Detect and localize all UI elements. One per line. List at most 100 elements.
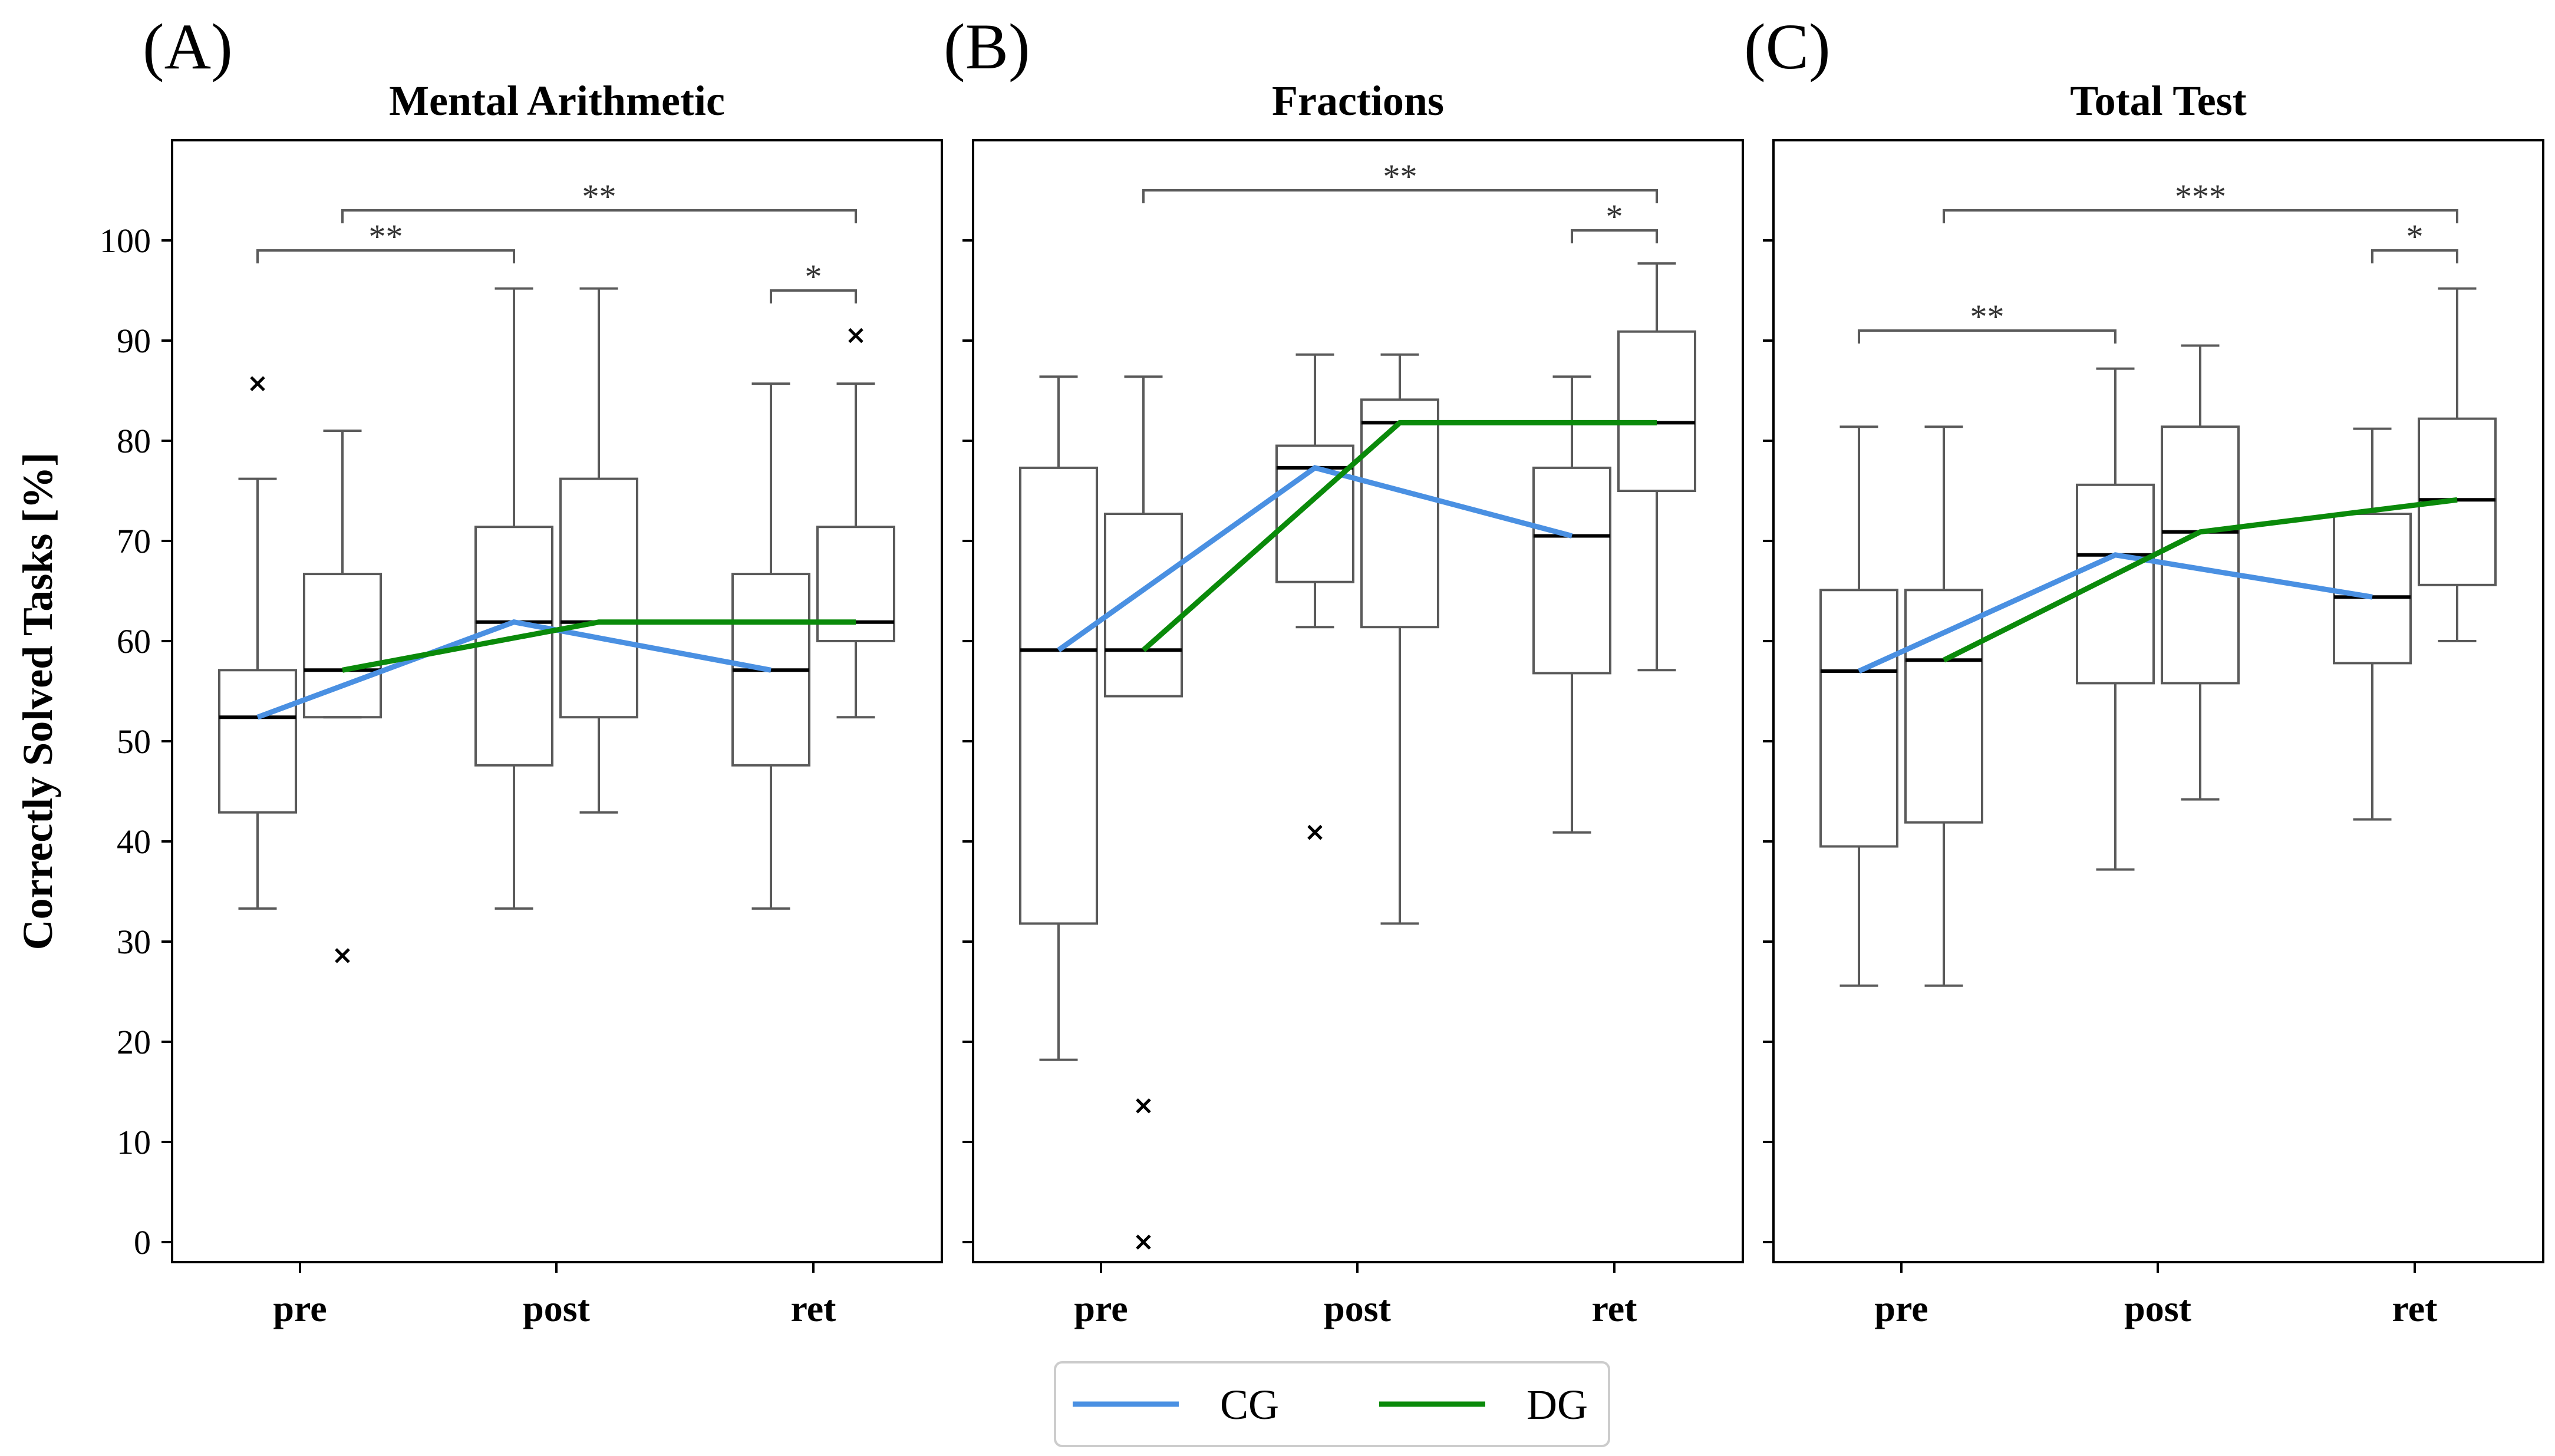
median-trend-CG xyxy=(256,619,772,720)
legend-label: DG xyxy=(1527,1381,1588,1428)
bracket-line xyxy=(1142,189,1658,203)
box-body xyxy=(2161,425,2240,685)
panel-title: Mental Arithmetic xyxy=(389,77,725,124)
box-body xyxy=(1019,466,1098,925)
y-tick-label: 30 xyxy=(117,923,151,961)
y-tick-label: 100 xyxy=(100,222,151,260)
significance-bracket: *** xyxy=(1943,177,2458,223)
significance-bracket: ** xyxy=(256,217,515,263)
y-tick-label: 70 xyxy=(117,522,151,560)
x-tick-label-pre: pre xyxy=(273,1287,327,1329)
box-CG-pre xyxy=(218,376,297,910)
box-body xyxy=(816,526,895,643)
x-tick-label-pre: pre xyxy=(1074,1287,1128,1329)
x-tick-label-post: post xyxy=(523,1287,591,1329)
box-DG-post xyxy=(2161,344,2240,801)
box-body xyxy=(2076,483,2155,685)
flier-stroke xyxy=(250,376,265,391)
flier-stroke xyxy=(335,948,350,963)
panel-frame xyxy=(972,139,1744,1263)
box-body xyxy=(218,669,297,814)
median-trend-DG xyxy=(1942,497,2458,663)
significance-label: * xyxy=(1606,197,1623,236)
box-body xyxy=(1617,330,1696,492)
flier-marker xyxy=(335,948,350,963)
box-body xyxy=(2418,417,2497,586)
legend-entry-DG: DG xyxy=(1379,1381,1588,1428)
flier-stroke xyxy=(1136,1098,1151,1114)
bracket-line xyxy=(2371,249,2458,263)
significance-label: ** xyxy=(1383,157,1417,196)
box-CG-pre xyxy=(1819,425,1898,987)
box-body xyxy=(1275,444,1354,583)
panel-1: (A) Mental Arithmetic 0 10 20 30 40 50 60 70 80 90 1… xyxy=(100,11,943,1329)
flier-marker xyxy=(1136,1234,1151,1250)
box-body xyxy=(2333,513,2412,665)
x-tick-label-post: post xyxy=(1324,1287,1392,1329)
box-body xyxy=(1904,589,1983,824)
legend: CG DG xyxy=(1054,1361,1610,1447)
legend-entry-CG: CG xyxy=(1073,1381,1279,1428)
box-DG-ret xyxy=(1617,262,1696,672)
box-body xyxy=(559,477,638,719)
bracket-line xyxy=(256,249,515,263)
flier-stroke xyxy=(1136,1234,1151,1250)
box-CG-pre xyxy=(1019,375,1098,1061)
significance-label: ** xyxy=(369,217,403,256)
significance-label: * xyxy=(2406,217,2424,256)
box-body xyxy=(1819,589,1898,848)
significance-label: ** xyxy=(1970,298,2005,336)
box-body xyxy=(1104,513,1183,698)
panel-frame xyxy=(171,139,943,1263)
significance-bracket: * xyxy=(1571,197,1658,243)
bracket-line xyxy=(1943,209,2458,223)
median-trend-CG xyxy=(1057,465,1573,652)
box-DG-pre xyxy=(1104,375,1183,1250)
bracket-line xyxy=(1858,329,2116,344)
x-tick-label-pre: pre xyxy=(1874,1287,1928,1329)
box-DG-pre xyxy=(1904,425,1983,987)
legend-frame xyxy=(1054,1361,1610,1447)
box-DG-post xyxy=(1360,353,1439,925)
significance-bracket: ** xyxy=(1142,157,1658,203)
significance-bracket: * xyxy=(770,257,857,303)
panel-title: Fractions xyxy=(1272,77,1444,124)
flier-marker xyxy=(1307,824,1323,840)
box-CG-post xyxy=(474,287,553,910)
box-body xyxy=(474,526,553,767)
flier-stroke xyxy=(1307,824,1323,840)
y-tick-label: 90 xyxy=(117,322,151,360)
flier-stroke xyxy=(848,328,863,344)
box-DG-ret xyxy=(816,328,895,719)
median-trend-DG xyxy=(1142,420,1657,652)
y-tick-label: 10 xyxy=(117,1123,151,1161)
box-CG-ret xyxy=(1532,375,1611,834)
y-tick-label: 40 xyxy=(117,823,151,861)
flier-marker xyxy=(848,328,863,344)
x-tick-label-ret: ret xyxy=(1592,1287,1638,1329)
box-body xyxy=(1532,466,1611,675)
significance-label: ** xyxy=(582,177,617,216)
box-body xyxy=(303,573,382,719)
significance-label: *** xyxy=(2175,177,2226,216)
box-CG-ret xyxy=(731,382,810,910)
box-DG-ret xyxy=(2418,287,2497,642)
flier-marker xyxy=(250,376,265,391)
bracket-line xyxy=(341,209,857,223)
y-axis-label: Correctly Solved Tasks [%] xyxy=(14,453,61,950)
box-CG-post xyxy=(2076,367,2155,871)
x-tick-label-ret: ret xyxy=(2392,1287,2438,1329)
box-CG-post xyxy=(1275,353,1354,840)
bracket-line xyxy=(770,289,857,303)
median-trend-CG xyxy=(1858,552,2373,674)
y-tick-label: 20 xyxy=(117,1023,151,1061)
panel-letter: (C) xyxy=(1744,11,1831,82)
y-tick-label: 60 xyxy=(117,622,151,661)
significance-label: * xyxy=(805,257,822,296)
median-trend-DG xyxy=(342,619,856,673)
significance-bracket: * xyxy=(2371,217,2458,263)
panel-frame xyxy=(1772,139,2544,1263)
